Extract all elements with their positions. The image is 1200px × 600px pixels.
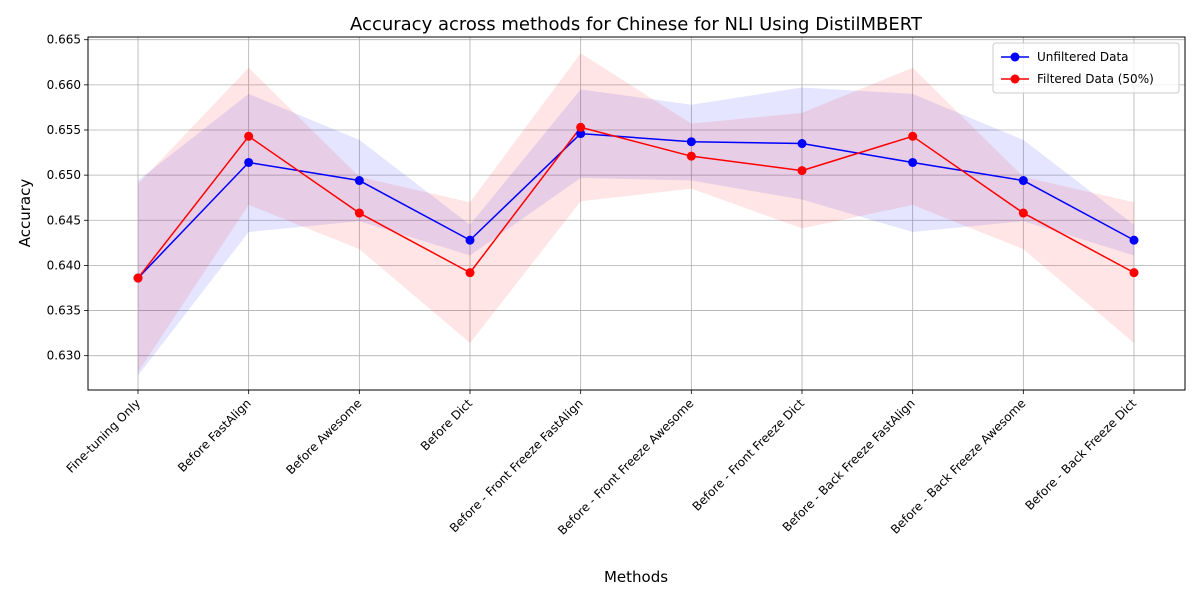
legend-label-filtered: Filtered Data (50%) [1037,72,1154,86]
plot-frame [87,36,1186,391]
band-series-1 [138,53,1134,372]
y-axis-ticks: 0.630 0.635 0.640 0.645 0.650 0.655 0.660 0.665 [47,33,88,363]
legend-marker-filtered [1010,74,1020,84]
point-series-1 [465,268,475,278]
point-series-1 [686,151,696,161]
confidence-bands [138,53,1134,376]
point-series-0 [576,129,586,139]
point-series-0 [686,137,696,147]
point-series-1 [797,166,807,176]
chart-title: Accuracy across methods for Chinese for … [350,14,923,35]
y-tick-label: 0.660 [47,78,81,92]
point-series-0 [465,235,475,245]
point-series-0 [1129,235,1139,245]
series-lines [137,126,1135,279]
series-markers [133,122,1139,283]
point-series-0 [1018,176,1028,186]
point-series-1 [576,122,586,132]
point-series-1 [908,131,918,141]
legend-box [992,42,1180,94]
y-tick-label: 0.655 [47,123,81,137]
point-series-0 [908,157,918,167]
line-series-0 [137,132,1135,279]
point-series-0 [244,157,254,167]
y-tick-label: 0.635 [47,304,81,318]
y-tick-label: 0.650 [47,168,81,182]
point-series-1 [1018,208,1028,218]
x-axis-title: Methods [604,568,668,586]
y-tick-label: 0.665 [47,33,81,47]
point-series-1 [1129,268,1139,278]
legend-label-unfiltered: Unfiltered Data [1037,50,1129,64]
y-axis-title: Accuracy [16,179,34,248]
point-series-1 [354,208,364,218]
legend: Unfiltered Data Filtered Data (50%) [992,42,1180,94]
point-series-1 [244,131,254,141]
y-tick-label: 0.640 [47,258,81,272]
y-tick-label: 0.630 [47,349,81,363]
band-series-0 [138,87,1134,376]
y-tick-label: 0.645 [47,213,81,227]
line-series-1 [137,126,1135,279]
legend-marker-unfiltered [1010,52,1020,62]
point-series-0 [797,139,807,149]
point-series-0 [354,176,364,186]
point-series-1 [133,273,143,283]
